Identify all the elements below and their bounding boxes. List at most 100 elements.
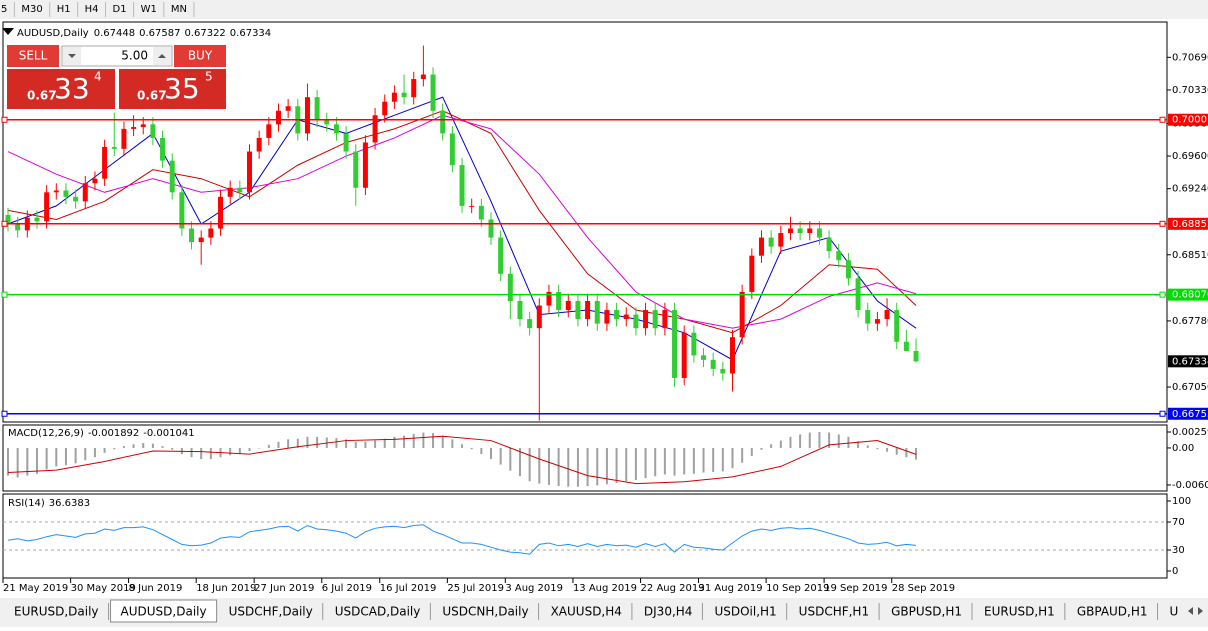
macd-bar xyxy=(229,447,232,456)
buy-label[interactable]: BUY xyxy=(188,49,213,63)
tab[interactable] xyxy=(4,602,109,621)
tab-label[interactable]: DJ30,H4 xyxy=(644,605,693,619)
tab-label[interactable]: XAUUSD,H4 xyxy=(551,605,622,619)
tab-label[interactable]: USDCAD,Daily xyxy=(335,605,421,619)
candle-body xyxy=(913,350,919,362)
candle-body xyxy=(797,228,803,234)
level-label-bg xyxy=(1168,407,1208,420)
tab-label[interactable]: GBPAUD,H1 xyxy=(1077,605,1148,619)
y-tick-label: 0.00 xyxy=(1172,443,1194,454)
candle-body xyxy=(498,237,504,274)
macd-bar xyxy=(64,447,67,466)
candle-body xyxy=(730,337,735,374)
sell-label[interactable]: SELL xyxy=(19,49,48,63)
down-arrow xyxy=(68,54,76,58)
macd-bar xyxy=(93,447,96,458)
macd-bar xyxy=(26,447,29,476)
macd-bar xyxy=(16,447,19,478)
candle-body xyxy=(894,310,900,342)
tab[interactable] xyxy=(881,602,972,621)
tab-label[interactable]: EURUSD,Daily xyxy=(14,605,99,619)
sell-price-box[interactable] xyxy=(7,69,115,109)
tab[interactable] xyxy=(1159,602,1208,621)
signal-value: -0.001041 xyxy=(143,428,194,439)
candle-body xyxy=(614,310,620,320)
macd-bar xyxy=(576,447,579,487)
tab-label[interactable]: USDJP xyxy=(1170,605,1206,619)
candle-body xyxy=(672,310,678,378)
macd-bar xyxy=(818,431,821,448)
level-handle[interactable] xyxy=(1,291,8,298)
candle-body xyxy=(556,291,562,311)
macd-bar xyxy=(625,447,628,482)
buy-button[interactable] xyxy=(174,45,226,67)
candle-body xyxy=(343,133,349,152)
level-label-bg xyxy=(1168,288,1208,301)
candle-body xyxy=(758,237,764,256)
tab[interactable] xyxy=(788,602,880,621)
macd-bar xyxy=(528,447,531,482)
trade-panel: SELL 5.00 BUY 0.67 33 4 0.67 35 5 xyxy=(7,44,226,109)
macd-bar xyxy=(441,435,444,448)
candle-body xyxy=(53,190,59,193)
candle-body xyxy=(391,92,397,102)
candle-body xyxy=(787,228,793,234)
collapse-icon[interactable] xyxy=(2,28,14,35)
level-handle[interactable] xyxy=(1159,220,1166,227)
level-handle[interactable] xyxy=(1159,116,1166,123)
candle-body xyxy=(517,300,523,320)
tab-label[interactable]: USDCHF,H1 xyxy=(799,605,869,619)
date-label: 28 Sep 2019 xyxy=(892,583,955,594)
level-handle[interactable] xyxy=(1,410,8,417)
timeframe-button[interactable]: M30 xyxy=(21,4,42,15)
tab-label[interactable]: USDCHF,Daily xyxy=(229,605,313,619)
tab[interactable] xyxy=(1066,602,1158,621)
level-label: 0.68852 xyxy=(1172,219,1208,230)
tab[interactable] xyxy=(218,602,323,621)
macd-bar xyxy=(374,440,377,448)
timeframe-button[interactable]: H4 xyxy=(85,4,99,15)
level-handle[interactable] xyxy=(1,116,8,123)
macd-bar xyxy=(905,447,908,458)
tab-label[interactable]: EURUSD,H1 xyxy=(984,605,1055,619)
tab[interactable] xyxy=(432,602,539,621)
tab-label[interactable]: USDCNH,Daily xyxy=(442,605,528,619)
macd-bar xyxy=(673,447,676,476)
candle-body xyxy=(382,101,388,116)
timeframe-button[interactable]: MN xyxy=(171,4,187,15)
macd-bar xyxy=(605,447,608,485)
candle-body xyxy=(903,341,909,351)
timeframe-button[interactable]: D1 xyxy=(113,4,127,15)
timeframe-button[interactable]: H1 xyxy=(57,4,71,15)
tab[interactable] xyxy=(633,602,703,621)
candle-body xyxy=(874,319,880,324)
tab[interactable] xyxy=(540,602,632,621)
macd-bar xyxy=(383,438,386,448)
candle-body xyxy=(575,300,581,320)
tab[interactable] xyxy=(704,602,787,621)
buy-price-box[interactable] xyxy=(119,69,226,109)
tab-label[interactable]: GBPUSD,H1 xyxy=(891,605,962,619)
tab[interactable] xyxy=(324,602,431,621)
tab-label[interactable]: AUDUSD,Daily xyxy=(121,605,207,619)
level-handle[interactable] xyxy=(1159,291,1166,298)
candle-body xyxy=(314,97,320,120)
level-handle[interactable] xyxy=(1,220,8,227)
buy-prefix: 0.67 xyxy=(137,89,167,103)
macd-bar xyxy=(770,444,773,448)
lot-value[interactable]: 5.00 xyxy=(121,49,148,63)
sell-button[interactable] xyxy=(7,45,59,67)
tab-label[interactable]: USDOil,H1 xyxy=(714,605,776,619)
tab-scroll[interactable] xyxy=(1188,607,1203,615)
macd-bar xyxy=(35,447,38,474)
macd-bar xyxy=(692,447,695,474)
macd-bar xyxy=(789,436,792,448)
lot-field[interactable] xyxy=(61,45,173,67)
tab[interactable] xyxy=(973,602,1065,621)
timeframe-button[interactable]: W1 xyxy=(141,4,157,15)
candle-body xyxy=(44,192,50,222)
level-handle[interactable] xyxy=(1159,410,1166,417)
timeframe-button[interactable]: 5 xyxy=(1,4,7,15)
macd-bar xyxy=(518,447,521,477)
